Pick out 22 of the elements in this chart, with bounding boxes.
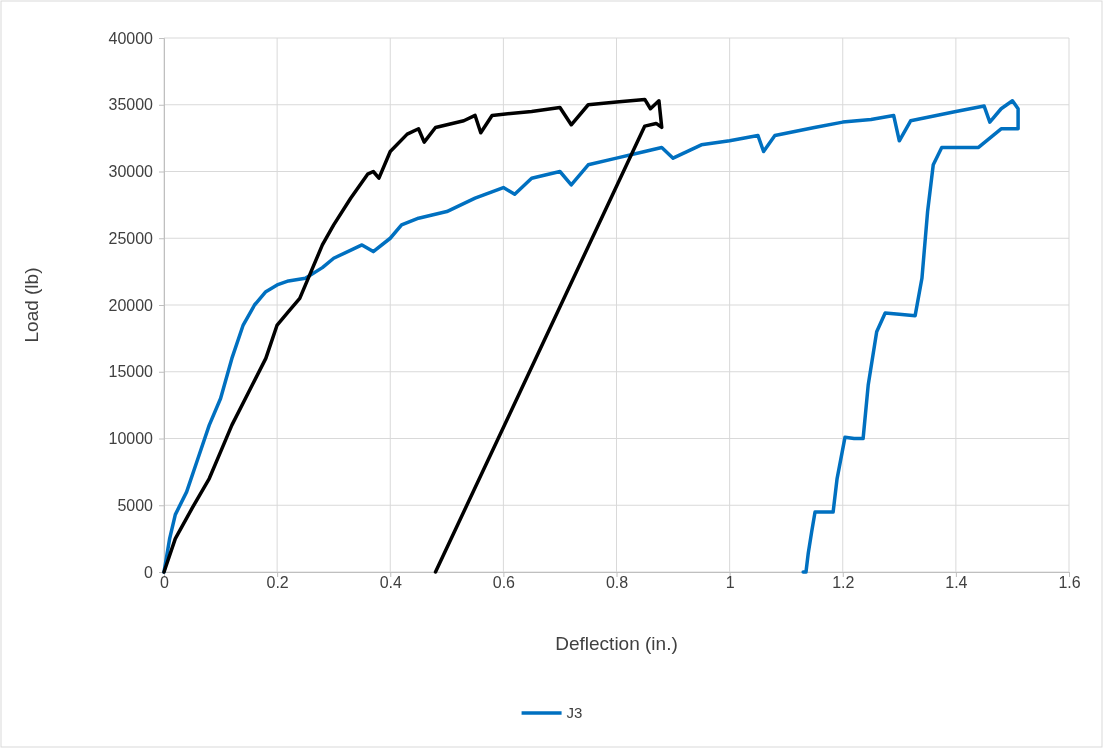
- y-tick-label: 40000: [108, 29, 154, 47]
- x-tick-label: 0: [160, 574, 170, 591]
- x-tick-label: 1.6: [1058, 574, 1081, 591]
- x-tick-label: 0.6: [492, 574, 516, 591]
- line-series: [162, 99, 1020, 574]
- x-tick-label: 1: [725, 574, 735, 591]
- y-tick-label: 5000: [117, 496, 154, 514]
- y-tick-label: 25000: [108, 229, 154, 247]
- x-tick-label: 0.2: [266, 574, 289, 591]
- line-series: [162, 97, 664, 574]
- legend-label: J3: [566, 704, 583, 721]
- x-tick-label: 1.2: [832, 574, 855, 591]
- x-tick-label: 0.4: [379, 574, 402, 591]
- y-axis-title: Load (lb): [21, 267, 42, 343]
- x-axis-title: Deflection (in.): [555, 633, 678, 654]
- y-tick-label: 10000: [108, 430, 154, 448]
- y-tick-label: 30000: [108, 163, 154, 181]
- y-tick-label: 15000: [108, 363, 154, 381]
- y-tick-label: 35000: [108, 96, 154, 114]
- x-tick-label: 0.8: [605, 574, 629, 591]
- x-tick-label: 1.4: [945, 574, 968, 591]
- y-tick-label: 20000: [108, 296, 154, 314]
